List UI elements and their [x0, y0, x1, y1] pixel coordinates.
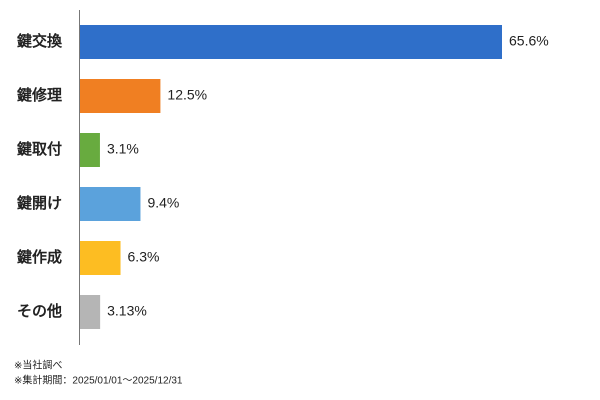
note: ※当社調べ	[14, 359, 62, 372]
value-label: 12.5%	[167, 87, 207, 103]
bar	[80, 133, 100, 167]
category-label: 鍵作成	[17, 248, 62, 266]
category-label: 鍵交換	[17, 32, 63, 50]
value-label: 3.13%	[107, 303, 147, 319]
value-label: 6.3%	[128, 249, 160, 265]
bar	[80, 187, 141, 221]
bar	[80, 25, 502, 59]
value-label: 9.4%	[147, 195, 179, 211]
category-label: 鍵修理	[17, 86, 62, 104]
category-label: 鍵開け	[17, 194, 62, 212]
note: ※集計期間：2025/01/01～2025/12/31	[14, 374, 183, 387]
category-label: 鍵取付	[17, 140, 62, 158]
value-label: 65.6%	[509, 33, 549, 49]
bar	[80, 295, 101, 329]
bar	[80, 79, 161, 113]
bar	[80, 241, 121, 275]
category-label: その他	[17, 302, 62, 320]
value-label: 3.1%	[107, 141, 139, 157]
